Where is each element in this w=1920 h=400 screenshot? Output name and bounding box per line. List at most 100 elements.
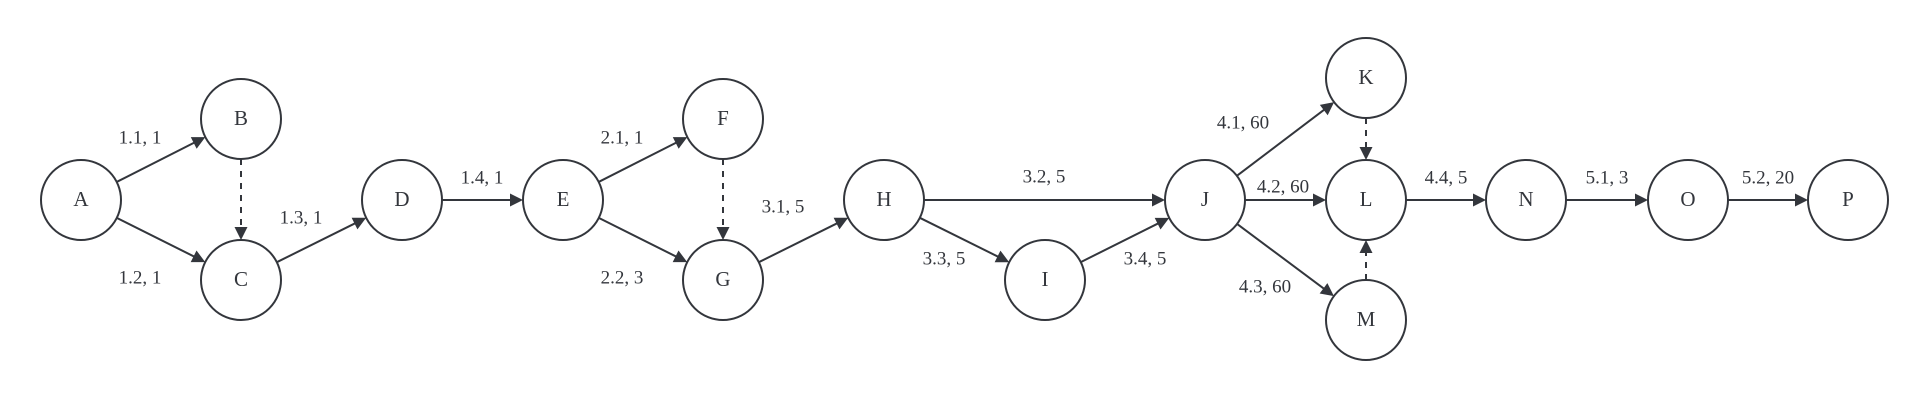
node-circle bbox=[1325, 279, 1407, 361]
node-k: K bbox=[1325, 37, 1407, 119]
edge-a-b bbox=[116, 137, 206, 183]
edge-j-l bbox=[1245, 193, 1326, 207]
node-circle bbox=[1164, 159, 1246, 241]
node-circle bbox=[361, 159, 443, 241]
edge-g-h bbox=[758, 217, 849, 264]
edge-k-l bbox=[1359, 118, 1373, 160]
node-circle bbox=[200, 78, 282, 160]
activity-line bbox=[116, 216, 196, 259]
node-label: E bbox=[557, 187, 570, 211]
node-f: F bbox=[682, 78, 764, 160]
node-circle bbox=[1485, 159, 1567, 241]
node-circle bbox=[682, 78, 764, 160]
node-circle bbox=[1647, 159, 1729, 241]
arrowhead-icon bbox=[672, 137, 688, 149]
edge-label: 3.4, 5 bbox=[1124, 248, 1167, 269]
edge-label: 4.2, 60 bbox=[1257, 176, 1309, 197]
edge-label: 1.4, 1 bbox=[461, 167, 504, 188]
activity-line bbox=[598, 216, 678, 259]
node-h: H bbox=[843, 159, 925, 241]
arrowhead-icon bbox=[1359, 240, 1373, 253]
node-label: J bbox=[1201, 187, 1209, 211]
arrowhead-icon bbox=[1795, 193, 1808, 207]
node-circle bbox=[522, 159, 604, 241]
arrowhead-icon bbox=[190, 137, 206, 149]
edge-label: 4.4, 5 bbox=[1425, 167, 1468, 188]
node-label: D bbox=[394, 187, 409, 211]
edge-j-k bbox=[1236, 102, 1335, 177]
edge-e-f bbox=[598, 137, 688, 183]
node-circle bbox=[1325, 37, 1407, 119]
node-label: B bbox=[234, 106, 248, 130]
edge-l-n bbox=[1406, 193, 1486, 207]
edge-n-o bbox=[1566, 193, 1648, 207]
arrowhead-icon bbox=[672, 250, 688, 263]
edge-e-g bbox=[598, 216, 688, 263]
node-o: O bbox=[1647, 159, 1729, 241]
arrowhead-icon bbox=[1359, 147, 1373, 160]
node-label: G bbox=[715, 267, 730, 291]
node-label: A bbox=[73, 187, 89, 211]
node-j: J bbox=[1164, 159, 1246, 241]
node-label: F bbox=[717, 106, 729, 130]
activity-line bbox=[758, 221, 839, 264]
edge-label: 1.3, 1 bbox=[280, 207, 323, 228]
edge-label: 5.2, 20 bbox=[1742, 167, 1794, 188]
edge-label: 3.3, 5 bbox=[923, 248, 966, 269]
activity-line bbox=[276, 221, 357, 264]
node-l: L bbox=[1325, 159, 1407, 241]
node-circle bbox=[1325, 159, 1407, 241]
node-label: L bbox=[1360, 187, 1373, 211]
edge-label: 4.1, 60 bbox=[1217, 112, 1269, 133]
arrowhead-icon bbox=[351, 217, 367, 230]
edge-label: 5.1, 3 bbox=[1586, 167, 1629, 188]
node-circle bbox=[200, 239, 282, 321]
edge-label: 4.3, 60 bbox=[1239, 276, 1291, 297]
node-label: M bbox=[1357, 307, 1376, 331]
arrowhead-icon bbox=[1154, 217, 1170, 230]
node-g: G bbox=[682, 239, 764, 321]
arrowhead-icon bbox=[190, 250, 206, 263]
node-circle bbox=[40, 159, 122, 241]
node-label: H bbox=[876, 187, 891, 211]
activity-line bbox=[598, 141, 678, 183]
edge-h-i bbox=[919, 216, 1010, 263]
edge-label: 3.1, 5 bbox=[762, 196, 805, 217]
edge-a-c bbox=[116, 216, 206, 263]
edge-m-l bbox=[1359, 240, 1373, 280]
node-label: P bbox=[1842, 187, 1854, 211]
node-c: C bbox=[200, 239, 282, 321]
node-p: P bbox=[1807, 159, 1889, 241]
node-circle bbox=[682, 239, 764, 321]
edge-c-d bbox=[276, 217, 367, 264]
node-d: D bbox=[361, 159, 443, 241]
edge-label: 1.2, 1 bbox=[119, 267, 162, 288]
activity-line bbox=[1080, 221, 1160, 264]
edge-label: 2.2, 3 bbox=[601, 267, 644, 288]
arrowhead-icon bbox=[1319, 283, 1334, 297]
edge-d-e bbox=[442, 193, 523, 207]
arrowhead-icon bbox=[1313, 193, 1326, 207]
nodes-layer: A B C D E F G H I J K L M N O P bbox=[40, 37, 1889, 361]
activity-line bbox=[1236, 108, 1326, 177]
edges-layer bbox=[116, 102, 1808, 297]
node-label: K bbox=[1358, 65, 1373, 89]
arrowhead-icon bbox=[994, 250, 1010, 263]
node-label: C bbox=[234, 267, 248, 291]
node-e: E bbox=[522, 159, 604, 241]
activity-line bbox=[1236, 223, 1326, 291]
arrowhead-icon bbox=[833, 217, 849, 230]
activity-line bbox=[116, 141, 196, 183]
edge-j-m bbox=[1236, 223, 1334, 297]
node-m: M bbox=[1325, 279, 1407, 361]
node-label: N bbox=[1518, 187, 1533, 211]
node-circle bbox=[1807, 159, 1889, 241]
arrowhead-icon bbox=[1319, 102, 1335, 116]
node-circle bbox=[843, 159, 925, 241]
node-b: B bbox=[200, 78, 282, 160]
edge-label: 1.1, 1 bbox=[119, 127, 162, 148]
edge-label: 2.1, 1 bbox=[601, 127, 644, 148]
node-circle bbox=[1004, 239, 1086, 321]
node-label: O bbox=[1680, 187, 1695, 211]
